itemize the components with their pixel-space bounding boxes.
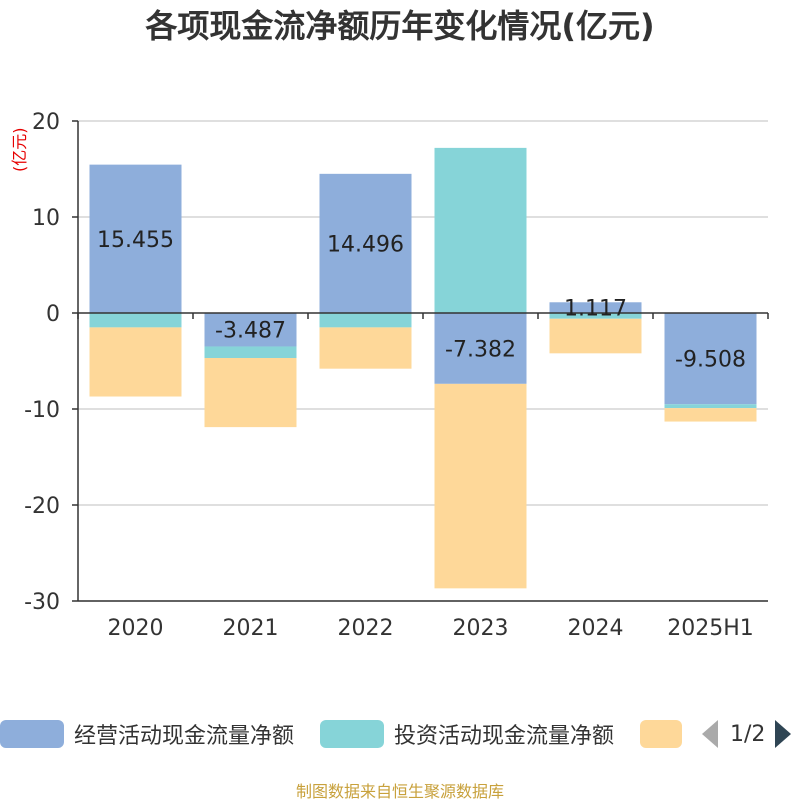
y-tick-label: -20: [24, 494, 60, 519]
x-tick-label: 2023: [453, 616, 509, 641]
bar-investing-2021[interactable]: [204, 346, 297, 358]
x-tick-label: 2024: [568, 616, 624, 641]
data-label-2023: -7.382: [445, 337, 516, 362]
data-label-2022: 14.496: [327, 232, 404, 257]
legend-swatch-investing: [320, 720, 384, 748]
pager-text: 1/2: [730, 721, 766, 747]
legend-label-operating: 经营活动现金流量净额: [74, 724, 295, 749]
legend-item-operating[interactable]: 经营活动现金流量净额: [0, 712, 294, 756]
bar-operating-2021[interactable]: [204, 313, 297, 347]
bar-financing-2020[interactable]: [89, 327, 182, 397]
bar-financing-2025H1[interactable]: [664, 408, 757, 422]
bar-investing-2023[interactable]: [434, 147, 527, 313]
grid-lines: [78, 120, 768, 602]
x-tick-label: 2022: [338, 616, 394, 641]
y-tick-label: 10: [32, 206, 60, 231]
bar-investing-2025H1[interactable]: [664, 404, 757, 409]
bar-financing-2022[interactable]: [319, 327, 412, 369]
bar-operating-2025H1[interactable]: [664, 313, 757, 405]
bar-financing-2021[interactable]: [204, 357, 297, 428]
y-tick-label: -10: [24, 398, 60, 423]
bar-investing-2020[interactable]: [89, 313, 182, 328]
data-source-note: 制图数据来自恒生聚源数据库: [295, 782, 504, 801]
y-tick-label: 0: [46, 302, 60, 327]
x-tick-label: 2025H1: [667, 616, 754, 641]
bars: [89, 147, 757, 589]
stacked-bar-chart: 20 10 0 -10 -20 -30 2020 2021 2022 2023 2024 2025H1…: [24, 110, 769, 641]
legend-swatch-operating: [0, 720, 64, 748]
data-label-2025H1: -9.508: [675, 348, 746, 373]
pager-next-icon[interactable]: [775, 720, 792, 748]
bar-operating-2023[interactable]: [434, 313, 527, 384]
legend-label-investing: 投资活动现金流量净额: [394, 724, 615, 749]
bar-operating-2024[interactable]: [549, 302, 642, 313]
chart-title: 各项现金流净额历年变化情况(亿元): [145, 7, 655, 45]
legend-item-investing[interactable]: 投资活动现金流量净额: [320, 712, 614, 756]
data-labels: 15.455 -3.487 14.496 -7.382 1.117 -9.508: [97, 228, 746, 373]
bar-financing-2024[interactable]: [549, 318, 642, 354]
data-label-2020: 15.455: [97, 228, 174, 253]
data-label-2024: 1.117: [564, 297, 627, 322]
y-tick-label: -30: [24, 590, 60, 615]
axes: 20 10 0 -10 -20 -30 2020 2021 2022 2023 2024 2025H1: [24, 110, 769, 641]
legend-swatch-financing: [640, 720, 682, 748]
legend-item-financing[interactable]: [640, 712, 692, 756]
bar-operating-2022[interactable]: [319, 173, 412, 313]
bar-operating-2020[interactable]: [89, 164, 182, 313]
x-tick-label: 2021: [223, 616, 279, 641]
y-tick-label: 20: [32, 110, 60, 135]
legend: 经营活动现金流量净额 投资活动现金流量净额: [0, 712, 800, 756]
bar-investing-2024[interactable]: [549, 313, 642, 319]
data-label-2021: -3.487: [215, 319, 286, 344]
bar-financing-2023[interactable]: [434, 383, 527, 589]
pager-prev-icon[interactable]: [702, 720, 718, 748]
bar-investing-2022[interactable]: [319, 313, 412, 328]
legend-pager: 1/2: [700, 712, 800, 756]
x-tick-label: 2020: [108, 616, 164, 641]
